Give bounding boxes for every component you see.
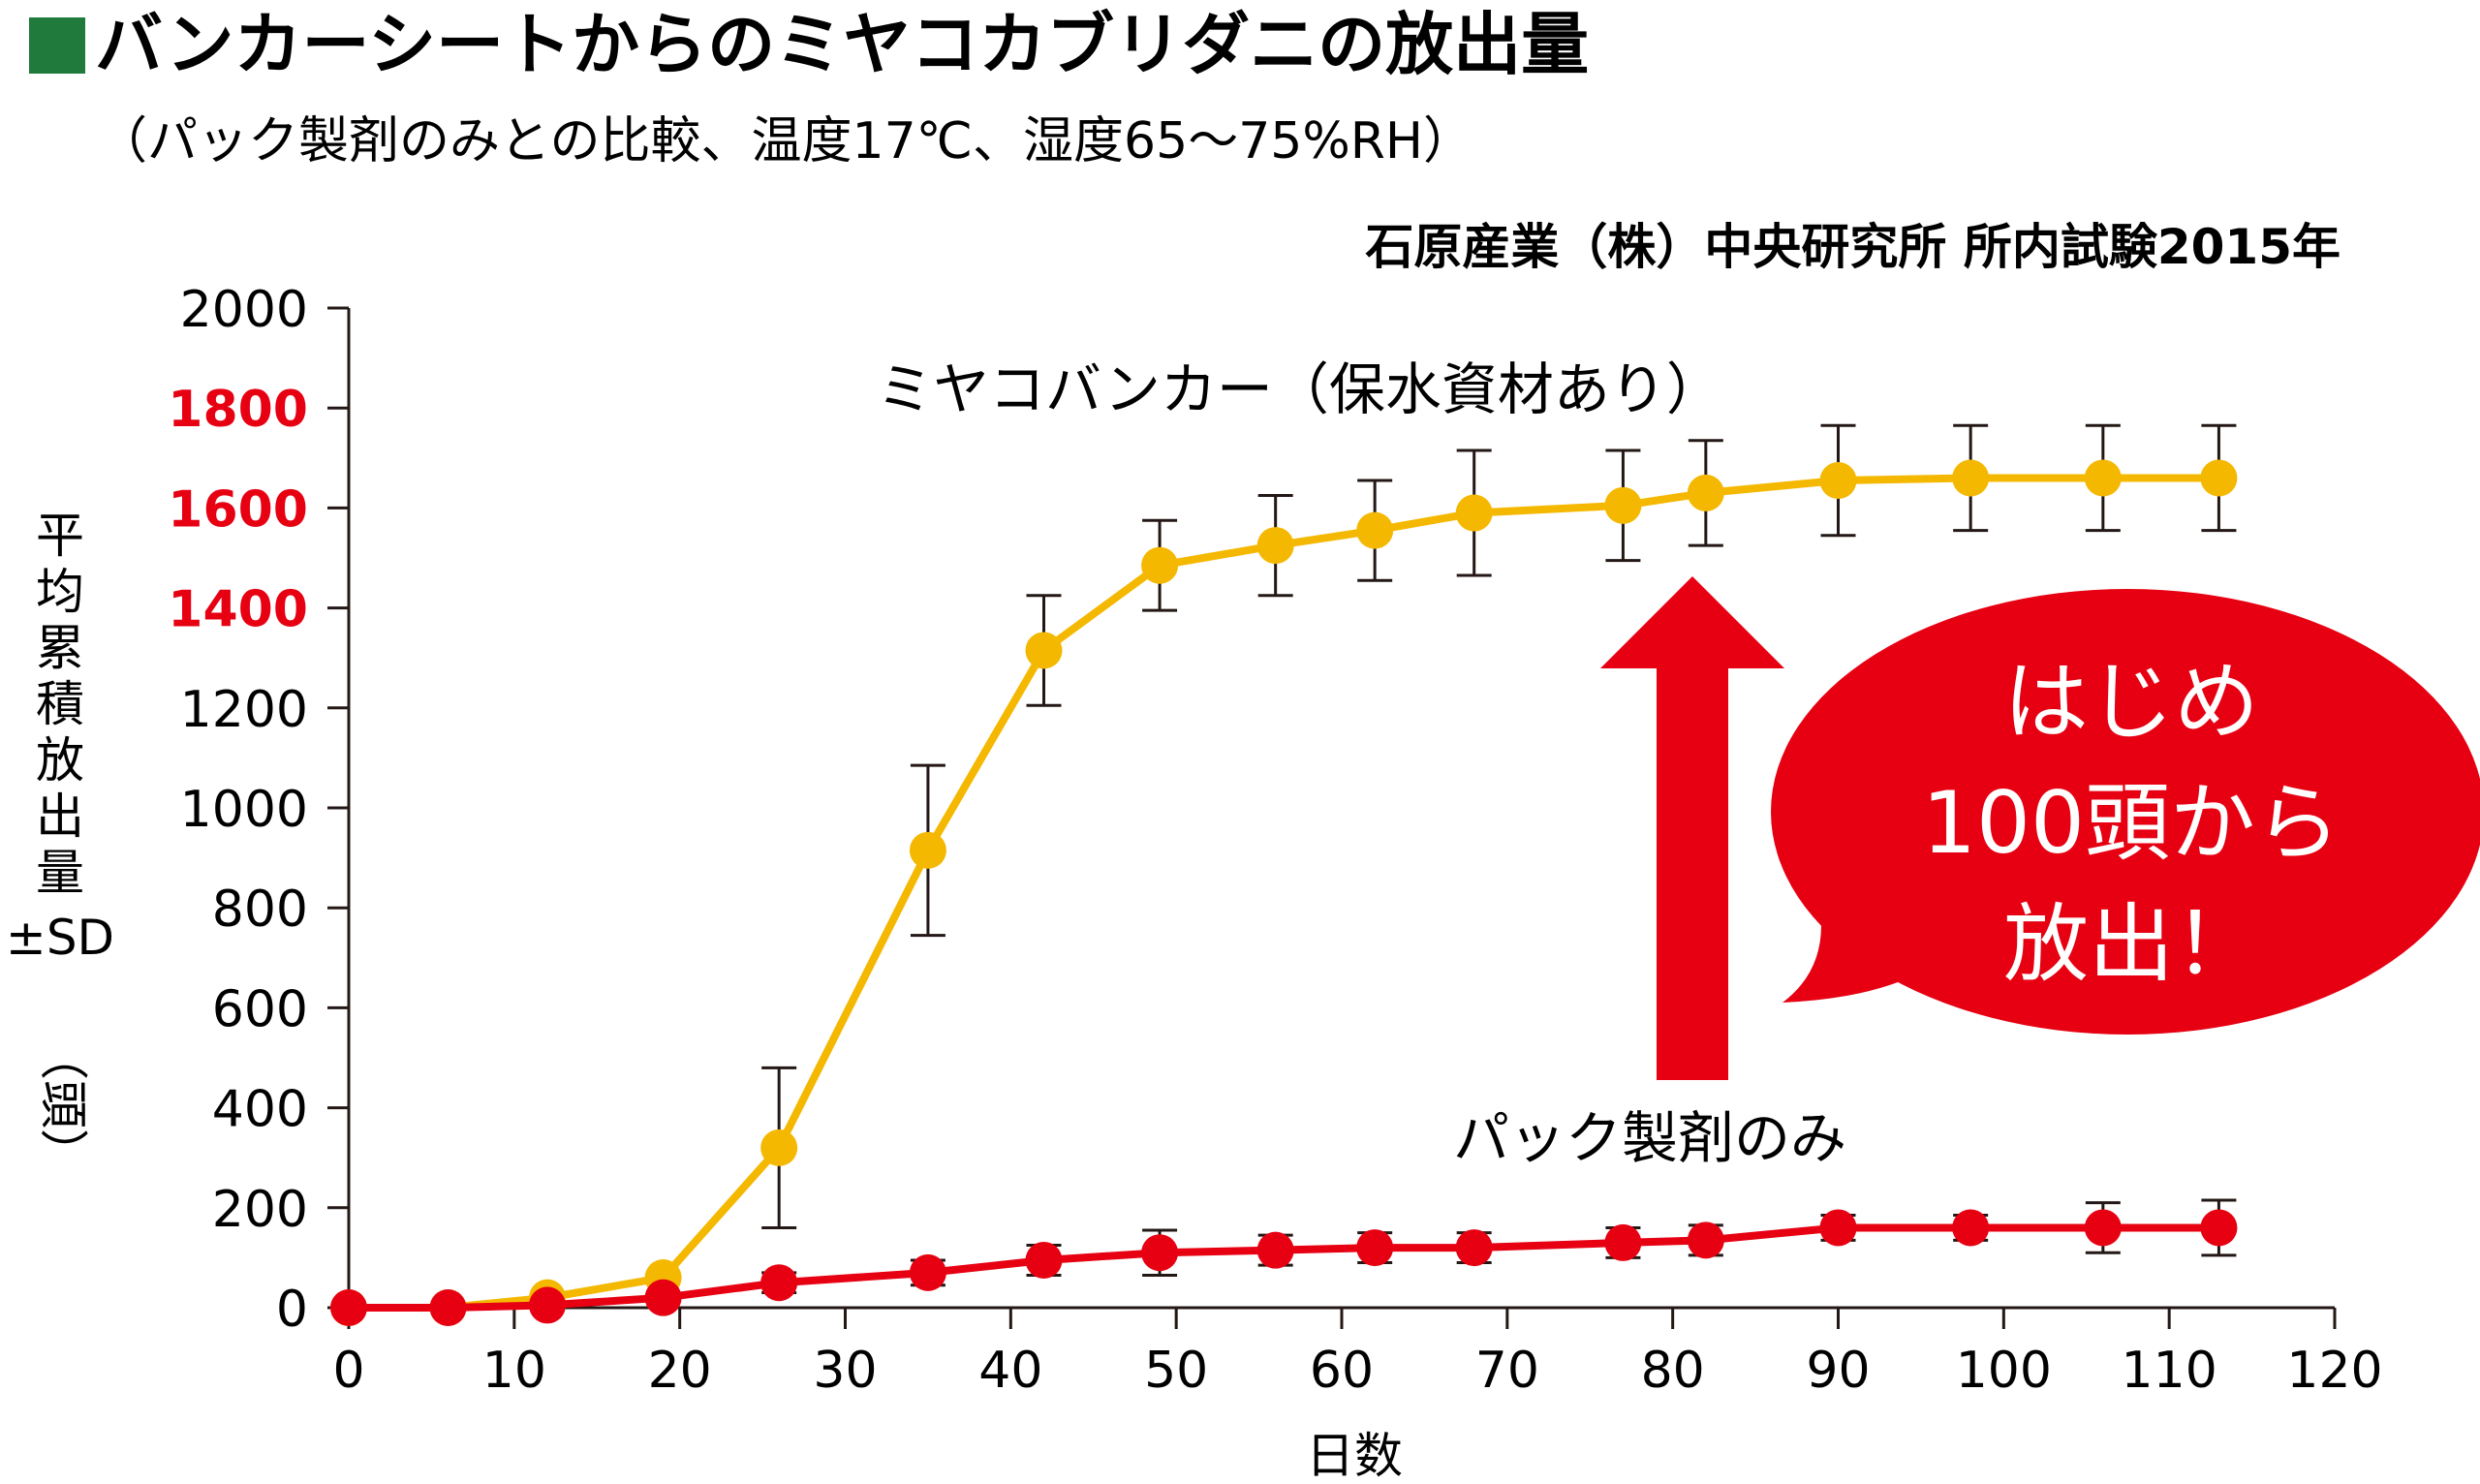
series-label-pack: パック製剤のみ [1453, 1105, 1846, 1171]
data-point [2200, 459, 2238, 497]
data-point [429, 1289, 467, 1326]
x-tick-label: 50 [1144, 1342, 1208, 1400]
y-tick-label: 1600 [168, 480, 308, 539]
data-point [1025, 632, 1063, 669]
x-tick-label: 100 [1956, 1342, 2052, 1400]
x-tick-label: 90 [1806, 1342, 1870, 1400]
chart-source: 石原産業（株）中央研究所 所内試験2015年 [1365, 219, 2340, 275]
x-ticks: 0 10 20 30 40 50 60 70 80 90 100 110 120 [332, 1308, 2383, 1400]
y-axis-title-part: 量 [36, 845, 84, 901]
y-tick-label: 400 [212, 1081, 308, 1139]
data-point [330, 1289, 367, 1326]
data-point [1687, 474, 1724, 511]
x-tick-label: 10 [482, 1342, 546, 1400]
y-tick-label: 1000 [180, 781, 308, 839]
data-point [1819, 462, 1857, 500]
y-axis-title-part: （頭） [35, 1032, 91, 1177]
data-point [1687, 1221, 1724, 1259]
data-point [1141, 546, 1179, 584]
y-axis-title-part: 累 [36, 620, 84, 676]
y-axis-title-part: 放 [36, 732, 84, 788]
callout-line-2: 100頭から [1922, 773, 2340, 873]
data-point [1455, 494, 1493, 532]
y-tick-label: 0 [276, 1281, 308, 1339]
data-point [1819, 1209, 1857, 1247]
x-tick-label: 0 [332, 1342, 364, 1400]
data-point [644, 1279, 682, 1316]
callout-line-3: 放出！ [2003, 894, 2259, 994]
y-axis-title-part: 出 [36, 788, 84, 845]
data-point [2084, 459, 2122, 497]
title-square-icon [29, 17, 85, 74]
y-axis-title-part: 平 [36, 508, 84, 564]
data-point [760, 1264, 798, 1302]
y-axis-title-part: 積 [36, 676, 84, 732]
data-point [1356, 511, 1394, 549]
x-tick-label: 60 [1310, 1342, 1374, 1400]
data-point [909, 831, 946, 869]
y-tick-label: 600 [212, 980, 308, 1038]
data-point [1455, 1229, 1493, 1267]
y-axis-title-part: ±SD [6, 910, 114, 966]
callout-bubble-shape [1771, 589, 2480, 1035]
x-tick-label: 30 [813, 1342, 877, 1400]
x-tick-label: 70 [1475, 1342, 1539, 1400]
chart-title: バンカーシートからのミヤコカブリダニの放出量 [95, 5, 1589, 84]
y-tick-label: 1200 [180, 681, 308, 739]
callout-line-1: はじめ [2003, 652, 2259, 752]
data-point [1141, 1234, 1179, 1272]
data-point [760, 1128, 798, 1166]
callout-bubble: はじめ 100頭から 放出！ [1771, 589, 2480, 1035]
up-arrow-icon [1600, 576, 1784, 1080]
chart-subtitle: （パック製剤のみとの比較、温度17℃、湿度65〜75%RH） [97, 112, 1473, 170]
x-tick-label: 80 [1641, 1342, 1705, 1400]
y-tick-label: 200 [212, 1181, 308, 1239]
data-point [909, 1253, 946, 1291]
data-point [1356, 1229, 1394, 1267]
data-point [1952, 459, 1990, 497]
series-label-banker: ミヤコバンカー（保水資材あり） [877, 356, 1722, 422]
y-tick-label: 800 [212, 881, 308, 939]
x-tick-label: 20 [648, 1342, 712, 1400]
data-point [1256, 1231, 1294, 1269]
data-point [529, 1286, 566, 1324]
data-point [2084, 1209, 2122, 1247]
data-point [2200, 1209, 2238, 1247]
x-tick-label: 110 [2122, 1342, 2217, 1400]
data-point [1952, 1209, 1990, 1247]
series-layer [330, 423, 2238, 1326]
y-tick-label: 2000 [180, 281, 308, 339]
y-tick-label: 1400 [168, 581, 308, 639]
series-1 [330, 1198, 2238, 1326]
y-ticks: 0 200 400 600 800 1000 1200 1400 1600 1800 2000 [168, 281, 349, 1339]
data-point [1604, 486, 1642, 524]
y-axis-title-part: 均 [36, 564, 84, 620]
y-tick-label: 1800 [168, 381, 308, 439]
data-point [1025, 1241, 1063, 1279]
data-point [1256, 527, 1294, 565]
x-tick-label: 40 [978, 1342, 1042, 1400]
data-point [1604, 1223, 1642, 1261]
callout-bubble-tail [1782, 872, 1957, 1003]
x-axis-title: 日数 [1306, 1428, 1403, 1484]
x-tick-label: 120 [2286, 1342, 2382, 1400]
